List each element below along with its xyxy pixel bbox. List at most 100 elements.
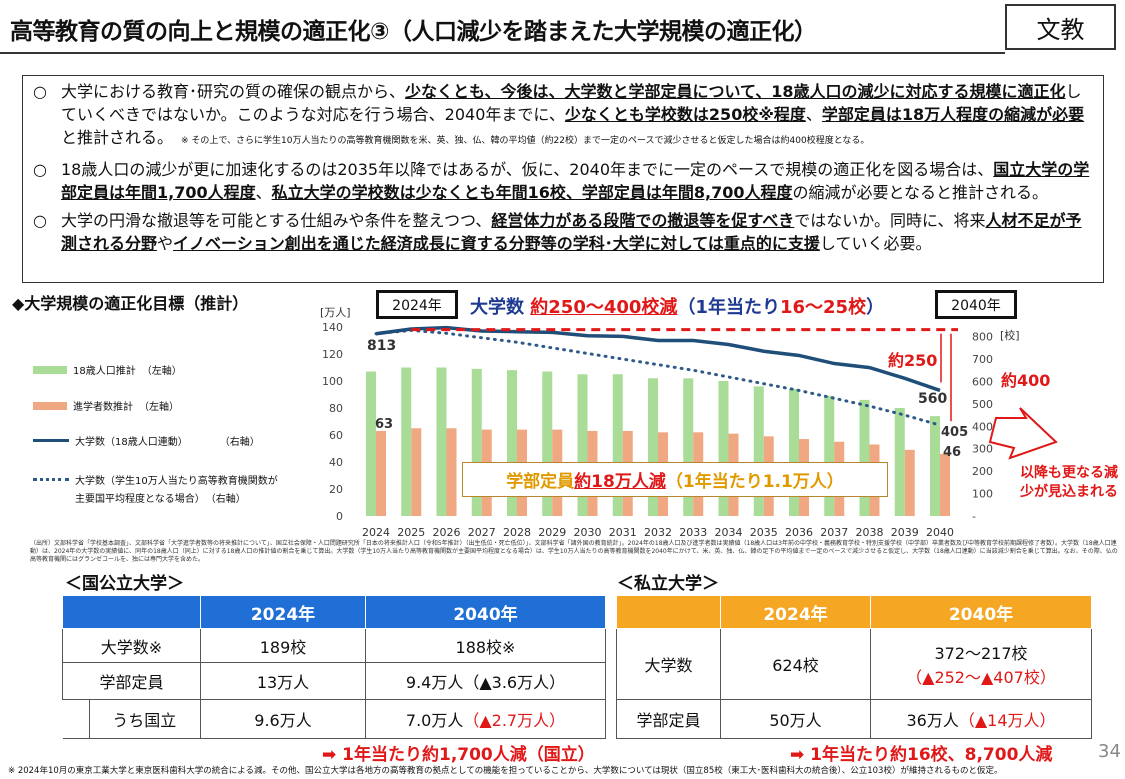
value: 7.0万人	[405, 711, 464, 730]
enrolled-bar	[904, 449, 915, 516]
header-cell: 2024年	[720, 595, 871, 629]
cell: 9.6万人	[200, 699, 366, 739]
change: （▲14万人）	[958, 711, 1056, 730]
population-bar	[789, 389, 799, 516]
legend-item: 主要国平均程度となる場合） （右軸）	[75, 490, 246, 505]
x-axis-tick: 2028	[503, 526, 531, 539]
body-text: していくべきではないか。このような対応を行う場合、2040年までに、	[61, 82, 1082, 124]
cell: 36万人（▲14万人）	[870, 699, 1092, 739]
cell: 624校	[720, 628, 871, 700]
row-label: 学部定員	[616, 699, 721, 739]
summary-box: ○ 大学における教育･研究の質の確保の観点から、少なくとも、今後は、大学数と学部定…	[22, 75, 1104, 283]
private-table: 2024年 2040年 大学数 624校 372～217校 （▲252～▲407校） 学…	[616, 595, 1092, 739]
headline-part: ）	[866, 297, 885, 318]
population-bar	[471, 368, 482, 516]
x-axis-tick: 2029	[538, 526, 566, 539]
enrolled-bar	[376, 430, 386, 516]
legend-axis: （左軸）	[139, 402, 179, 413]
x-axis-tick: 2033	[679, 526, 707, 539]
x-axis-tick: 2034	[715, 526, 743, 539]
legend-swatch	[33, 478, 69, 481]
body-text: 、	[255, 183, 272, 202]
left-axis-tick: 40	[329, 456, 343, 469]
emphasis-text: 学部定員は18万人程度の縮減が必要	[821, 105, 1085, 124]
row-label-text: うち国立	[112, 711, 177, 730]
headline-reduction: 約250～400校減	[530, 297, 678, 318]
legend-swatch	[33, 365, 67, 374]
headline-per-year: 16～25校	[779, 297, 867, 318]
body-text: していく必要。	[819, 234, 932, 253]
enrolled-bar	[940, 453, 950, 516]
left-axis-unit: [万人]	[320, 306, 351, 319]
header-cell	[62, 595, 201, 629]
right-axis-tick: 500	[972, 398, 993, 411]
population-bar	[753, 386, 764, 516]
bullet-text: 18歳人口の減少が更に加速化するのは2035年以降ではあるが、仮に、2040年ま…	[61, 158, 1093, 204]
x-axis-tick: 2035	[750, 526, 778, 539]
bullet-text: 大学の円滑な撤退等を可能とする仕組みや条件を整えつつ、経営体力がある段階での撤退…	[61, 209, 1093, 255]
bullet-item: ○ 大学における教育･研究の質の確保の観点から、少なくとも、今後は、大学数と学部定…	[33, 80, 1093, 153]
change: （▲3.6万人）	[463, 673, 566, 692]
end-year-box: 2040年	[935, 290, 1017, 319]
future-decline-note: 以降も更なる減少が見込まれる	[1020, 465, 1118, 500]
enrolled-bar	[446, 428, 457, 516]
bullet-item: ○ 大学の円滑な撤退等を可能とする仕組みや条件を整えつつ、経営体力がある段階での撤…	[33, 209, 1093, 255]
population-bar	[648, 378, 658, 516]
x-axis-tick: 2038	[856, 526, 884, 539]
row-label: うち国立	[62, 699, 201, 739]
school-count-line	[375, 325, 941, 393]
headline-part: （1年当たり	[677, 297, 780, 318]
population-bar	[542, 371, 553, 516]
table-row: 学部定員 13万人 9.4万人（▲3.6万人）	[62, 662, 606, 700]
chart-headline: 大学数 約250～400校減（1年当たり16～25校）	[470, 293, 884, 319]
value: 36万人	[906, 711, 959, 730]
change: （▲252～▲407校）	[906, 668, 1056, 687]
emphasis-text: 少なくとも学校数は250校※程度	[564, 105, 806, 124]
x-axis-tick: 2039	[891, 526, 919, 539]
indent-border	[88, 700, 90, 738]
diff-label-250: 約250	[888, 351, 937, 370]
cell: 7.0万人（▲2.7万人）	[365, 699, 606, 739]
header-cell: 2040年	[870, 595, 1092, 629]
x-axis-tick: 2037	[820, 526, 848, 539]
future-decline-arrow	[988, 407, 1058, 460]
emphasis-text: イノベーション創出を通じた経済成長に資する分野等の学科･大学に対しては重点的に支…	[173, 234, 820, 253]
title-divider	[0, 52, 1005, 54]
right-axis-tick: 200	[972, 465, 993, 478]
body-text: と推計される。	[61, 128, 182, 147]
population-bar	[824, 395, 835, 516]
private-title: ＜私立大学＞	[617, 574, 719, 594]
public-summary: ➡ 1年当たり約1,700人減（国立）	[322, 745, 595, 765]
footnote: ※ 2024年10月の東京工業大学と東京医科歯科大学の統合による減。その他、国公…	[8, 766, 1003, 776]
x-axis-tick: 2040	[926, 526, 954, 539]
public-table: 2024年 2040年 大学数※ 189校 188校※ 学部定員 13万人 9.4万人（▲…	[62, 595, 606, 739]
table-row: 大学数※ 189校 188校※	[62, 628, 606, 663]
bullet-marker: ○	[33, 211, 47, 230]
x-axis-tick: 2025	[397, 526, 425, 539]
cell: 372～217校 （▲252～▲407校）	[870, 628, 1092, 700]
body-text: や	[157, 234, 174, 253]
note-text: ※ その上で、さらに学生10万人当たりの高等教育機関数を米、英、独、仏、韓の平均…	[181, 136, 870, 146]
legend-item: 18歳人口推計 （左軸）	[33, 362, 182, 377]
table-row: うち国立 9.6万人 7.0万人（▲2.7万人）	[62, 699, 606, 739]
population-bar	[366, 371, 376, 516]
cell: 50万人	[720, 699, 871, 739]
legend-swatch	[33, 401, 67, 410]
dotted-school-line	[374, 328, 942, 427]
x-axis-tick: 2024	[362, 526, 390, 539]
left-axis-tick: 60	[329, 429, 343, 442]
population-bar	[507, 370, 517, 516]
emphasis-text: 人材不足が予測される分野	[61, 211, 1082, 253]
enrolled-bar	[411, 428, 422, 516]
emphasis-text: 経営体力がある段階での撤退等を促すべき	[491, 211, 795, 230]
x-axis-tick: 2031	[609, 526, 637, 539]
bullet-marker: ○	[33, 160, 47, 179]
body-text: 18歳人口の減少が更に加速化するのは2035年以降ではあるが、仮に、2040年ま…	[61, 160, 994, 179]
population-bar	[612, 374, 623, 516]
cell: 188校※	[365, 628, 606, 663]
section-title: ◆大学規模の適正化目標（推計）	[12, 294, 249, 313]
legend-label: 大学数（学生10万人当たり高等教育機関数が	[75, 476, 278, 487]
data-label: 46	[943, 445, 961, 460]
x-axis-tick: 2032	[644, 526, 672, 539]
headline-part: 大学数	[470, 297, 531, 318]
